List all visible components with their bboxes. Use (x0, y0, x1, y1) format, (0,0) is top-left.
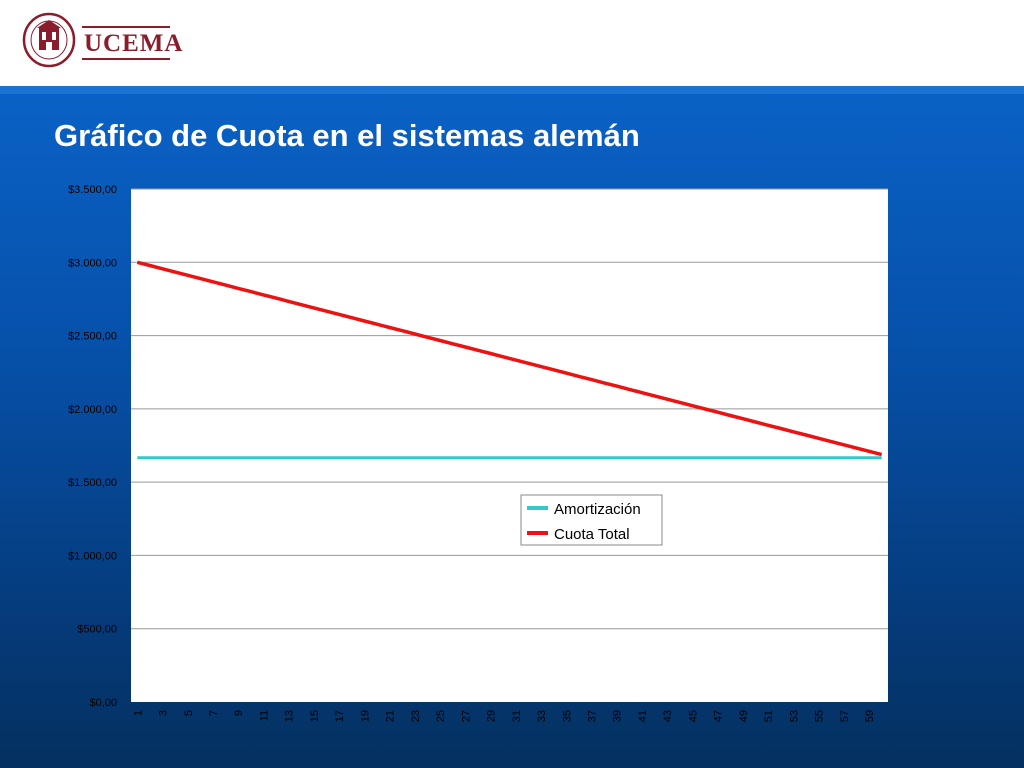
y-tick-label: $2.000,00 (68, 404, 117, 416)
legend-label-amortizacion: Amortización (554, 501, 641, 518)
y-tick-label: $1.000,00 (68, 550, 117, 562)
x-tick-label: 59 (864, 710, 876, 722)
brand-rule-bottom (82, 58, 170, 60)
series-lines (136, 260, 883, 460)
x-tick-label: 1 (132, 710, 144, 716)
x-tick-label: 43 (662, 710, 674, 722)
header-bar: UCEMA (0, 0, 1024, 86)
x-tick-label: 41 (637, 710, 649, 722)
x-tick-label: 3 (158, 710, 170, 716)
x-tick-label: 39 (612, 710, 624, 722)
grid-lines (131, 188, 888, 630)
x-tick-label: 33 (536, 710, 548, 722)
y-tick-label: $500,00 (77, 624, 117, 636)
series-line-cuota-total (136, 260, 883, 457)
y-tick-label: $3.500,00 (68, 184, 117, 196)
x-tick-label: 31 (511, 710, 523, 722)
x-tick-label: 19 (359, 710, 371, 722)
brand-rule-top (82, 26, 170, 28)
x-tick-label: 57 (839, 710, 851, 722)
legend-label-cuota-total: Cuota Total (554, 526, 630, 543)
x-tick-label: 11 (258, 710, 270, 721)
x-tick-label: 17 (334, 710, 346, 722)
slide-title: Gráfico de Cuota en el sistemas alemán (54, 118, 640, 153)
x-axis-ticks: 1 3 5 7 9 11 13 15 17 19 21 23 25 27 29 31 33 35 37 39 41 43 4… (132, 710, 876, 722)
slide-top-band (0, 86, 1024, 94)
x-tick-label: 47 (713, 710, 725, 722)
x-tick-label: 5 (183, 710, 195, 716)
x-tick-label: 13 (284, 710, 296, 722)
x-tick-label: 55 (814, 710, 826, 722)
x-tick-label: 25 (435, 710, 447, 722)
x-tick-label: 53 (788, 710, 800, 722)
x-tick-label: 27 (460, 710, 472, 722)
x-tick-label: 29 (486, 710, 498, 722)
x-tick-label: 35 (561, 710, 573, 722)
plot-area (131, 189, 888, 702)
x-tick-label: 7 (208, 710, 220, 716)
x-tick-label: 51 (763, 710, 775, 722)
x-tick-label: 45 (687, 710, 699, 722)
y-tick-label: $3.000,00 (68, 257, 117, 269)
x-tick-label: 49 (738, 710, 750, 722)
brand-name: UCEMA (84, 30, 184, 57)
y-axis-ticks: $0,00 $500,00 $1.000,00 $1.500,00 $2.000,00 $… (68, 184, 117, 709)
x-tick-label: 15 (309, 710, 321, 722)
x-tick-label: 23 (410, 710, 422, 722)
y-tick-label: $0,00 (89, 697, 117, 709)
y-tick-label: $1.500,00 (68, 477, 117, 489)
x-tick-label: 21 (385, 710, 397, 722)
legend-box (520, 494, 663, 546)
x-tick-label: 9 (233, 710, 245, 716)
legend: Amortización Cuota Total (520, 494, 663, 546)
y-tick-label: $2.500,00 (68, 331, 117, 343)
x-tick-label: 37 (587, 710, 599, 722)
university-seal-icon (22, 12, 76, 68)
